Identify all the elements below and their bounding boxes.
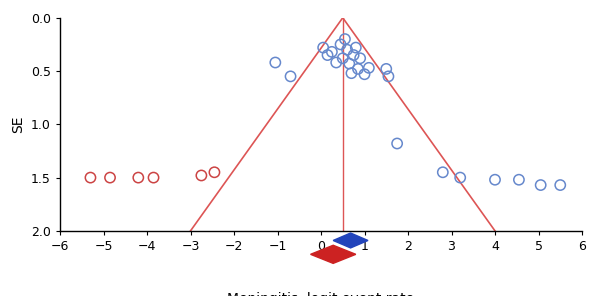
Point <box>327 49 337 54</box>
Point <box>149 175 158 180</box>
Point <box>360 72 370 77</box>
Point <box>133 175 143 180</box>
Point <box>344 61 354 66</box>
Point <box>383 74 393 79</box>
Point <box>271 60 280 65</box>
Point <box>319 45 328 50</box>
Point <box>340 37 350 41</box>
Point <box>323 53 332 57</box>
Point <box>490 177 500 182</box>
Point <box>438 170 448 175</box>
Point <box>353 67 363 71</box>
Point <box>392 141 402 146</box>
Point <box>86 175 95 180</box>
Point <box>347 71 356 75</box>
Point <box>514 177 524 182</box>
Point <box>455 175 465 180</box>
Y-axis label: SE: SE <box>11 115 25 133</box>
Point <box>382 67 391 71</box>
Point <box>286 74 295 79</box>
Point <box>197 173 206 178</box>
Polygon shape <box>333 233 368 248</box>
Point <box>351 45 361 50</box>
Point <box>343 47 352 52</box>
Point <box>209 170 219 175</box>
Point <box>355 56 365 61</box>
Point <box>556 183 565 187</box>
Point <box>536 183 545 187</box>
Point <box>364 65 374 70</box>
X-axis label: Meningitis, logit event rate: Meningitis, logit event rate <box>227 292 415 296</box>
Point <box>331 60 341 65</box>
Polygon shape <box>311 245 356 263</box>
Point <box>105 175 115 180</box>
Point <box>349 53 358 57</box>
Point <box>338 56 347 61</box>
Point <box>336 42 346 47</box>
